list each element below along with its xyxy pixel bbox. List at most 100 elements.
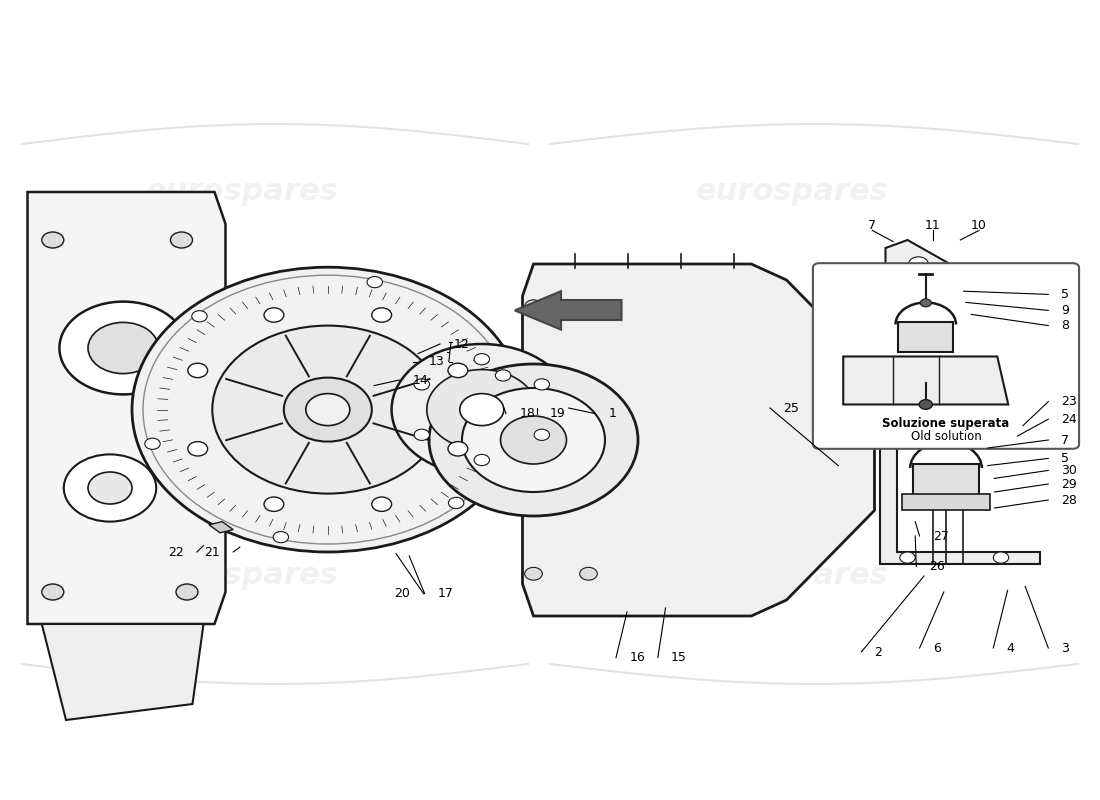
Text: 8: 8 — [1062, 319, 1069, 332]
Text: 7: 7 — [868, 219, 877, 232]
Circle shape — [59, 302, 187, 394]
Circle shape — [176, 584, 198, 600]
Text: 26: 26 — [930, 560, 945, 573]
Text: 21: 21 — [205, 546, 220, 558]
Polygon shape — [844, 357, 1009, 405]
Text: eurospares: eurospares — [145, 178, 339, 206]
Circle shape — [188, 442, 208, 456]
Circle shape — [474, 354, 490, 365]
Polygon shape — [522, 264, 874, 616]
Circle shape — [145, 438, 161, 450]
Circle shape — [580, 300, 597, 313]
Text: 10: 10 — [971, 219, 987, 232]
Circle shape — [940, 436, 952, 444]
FancyBboxPatch shape — [813, 263, 1079, 449]
Circle shape — [993, 552, 1009, 563]
Text: eurospares: eurospares — [145, 562, 339, 590]
Text: 22: 22 — [168, 546, 184, 558]
Text: 9: 9 — [1062, 304, 1069, 317]
Text: 24: 24 — [1062, 413, 1077, 426]
Circle shape — [921, 299, 932, 307]
Text: 23: 23 — [1062, 395, 1077, 408]
Bar — [902, 494, 990, 510]
Circle shape — [414, 429, 429, 441]
Circle shape — [909, 385, 928, 399]
Text: 2: 2 — [874, 646, 882, 658]
Text: 14: 14 — [412, 374, 428, 386]
Text: Soluzione superata: Soluzione superata — [882, 418, 1010, 430]
Circle shape — [42, 232, 64, 248]
Circle shape — [212, 326, 443, 494]
Polygon shape — [209, 522, 233, 533]
Circle shape — [64, 454, 156, 522]
Circle shape — [429, 364, 638, 516]
Circle shape — [264, 497, 284, 511]
Text: eurospares: eurospares — [695, 562, 889, 590]
Text: 20: 20 — [395, 587, 410, 600]
Circle shape — [495, 370, 510, 381]
Text: 27: 27 — [933, 530, 948, 542]
Circle shape — [900, 552, 915, 563]
Text: 5: 5 — [1062, 452, 1069, 465]
Circle shape — [525, 300, 542, 313]
Text: 15: 15 — [671, 651, 686, 664]
Text: 25: 25 — [783, 402, 799, 414]
Circle shape — [462, 388, 605, 492]
Circle shape — [448, 363, 468, 378]
Circle shape — [170, 232, 192, 248]
Circle shape — [306, 394, 350, 426]
Circle shape — [414, 379, 429, 390]
Circle shape — [372, 308, 392, 322]
Circle shape — [273, 531, 288, 542]
Circle shape — [188, 363, 208, 378]
Circle shape — [474, 454, 490, 466]
Circle shape — [535, 379, 550, 390]
Circle shape — [460, 394, 504, 426]
Circle shape — [920, 400, 933, 410]
Circle shape — [392, 344, 572, 475]
Polygon shape — [42, 624, 204, 720]
Circle shape — [909, 257, 928, 271]
Circle shape — [132, 267, 524, 552]
Bar — [899, 322, 954, 353]
Circle shape — [42, 584, 64, 600]
Circle shape — [264, 308, 284, 322]
Polygon shape — [880, 424, 1040, 564]
Text: 7: 7 — [1062, 434, 1069, 446]
Circle shape — [427, 370, 537, 450]
Text: 12: 12 — [453, 338, 469, 350]
Circle shape — [449, 498, 464, 509]
Polygon shape — [214, 368, 240, 432]
Text: 4: 4 — [1006, 642, 1014, 654]
Text: 13: 13 — [429, 355, 444, 368]
Circle shape — [580, 567, 597, 580]
Polygon shape — [28, 192, 226, 624]
Text: 29: 29 — [1062, 478, 1077, 490]
Text: 5: 5 — [1062, 288, 1069, 301]
Circle shape — [525, 567, 542, 580]
Polygon shape — [515, 291, 622, 330]
Circle shape — [367, 277, 383, 288]
Bar — [913, 464, 979, 496]
Circle shape — [284, 378, 372, 442]
Circle shape — [953, 353, 972, 367]
Circle shape — [372, 497, 392, 511]
Circle shape — [191, 310, 207, 322]
Text: 16: 16 — [629, 651, 645, 664]
Text: 30: 30 — [1062, 464, 1077, 477]
Text: 6: 6 — [933, 642, 940, 654]
Circle shape — [88, 472, 132, 504]
Circle shape — [500, 416, 566, 464]
Text: 18: 18 — [519, 407, 535, 420]
Text: 11: 11 — [925, 219, 940, 232]
Text: 17: 17 — [438, 587, 453, 600]
Text: 28: 28 — [1062, 494, 1077, 506]
Text: Old solution: Old solution — [911, 430, 981, 442]
Text: 3: 3 — [1062, 642, 1069, 654]
Circle shape — [448, 442, 468, 456]
Circle shape — [953, 281, 972, 295]
Polygon shape — [869, 240, 979, 408]
Text: eurospares: eurospares — [695, 178, 889, 206]
Text: 19: 19 — [550, 407, 565, 420]
Text: 1: 1 — [608, 407, 616, 420]
